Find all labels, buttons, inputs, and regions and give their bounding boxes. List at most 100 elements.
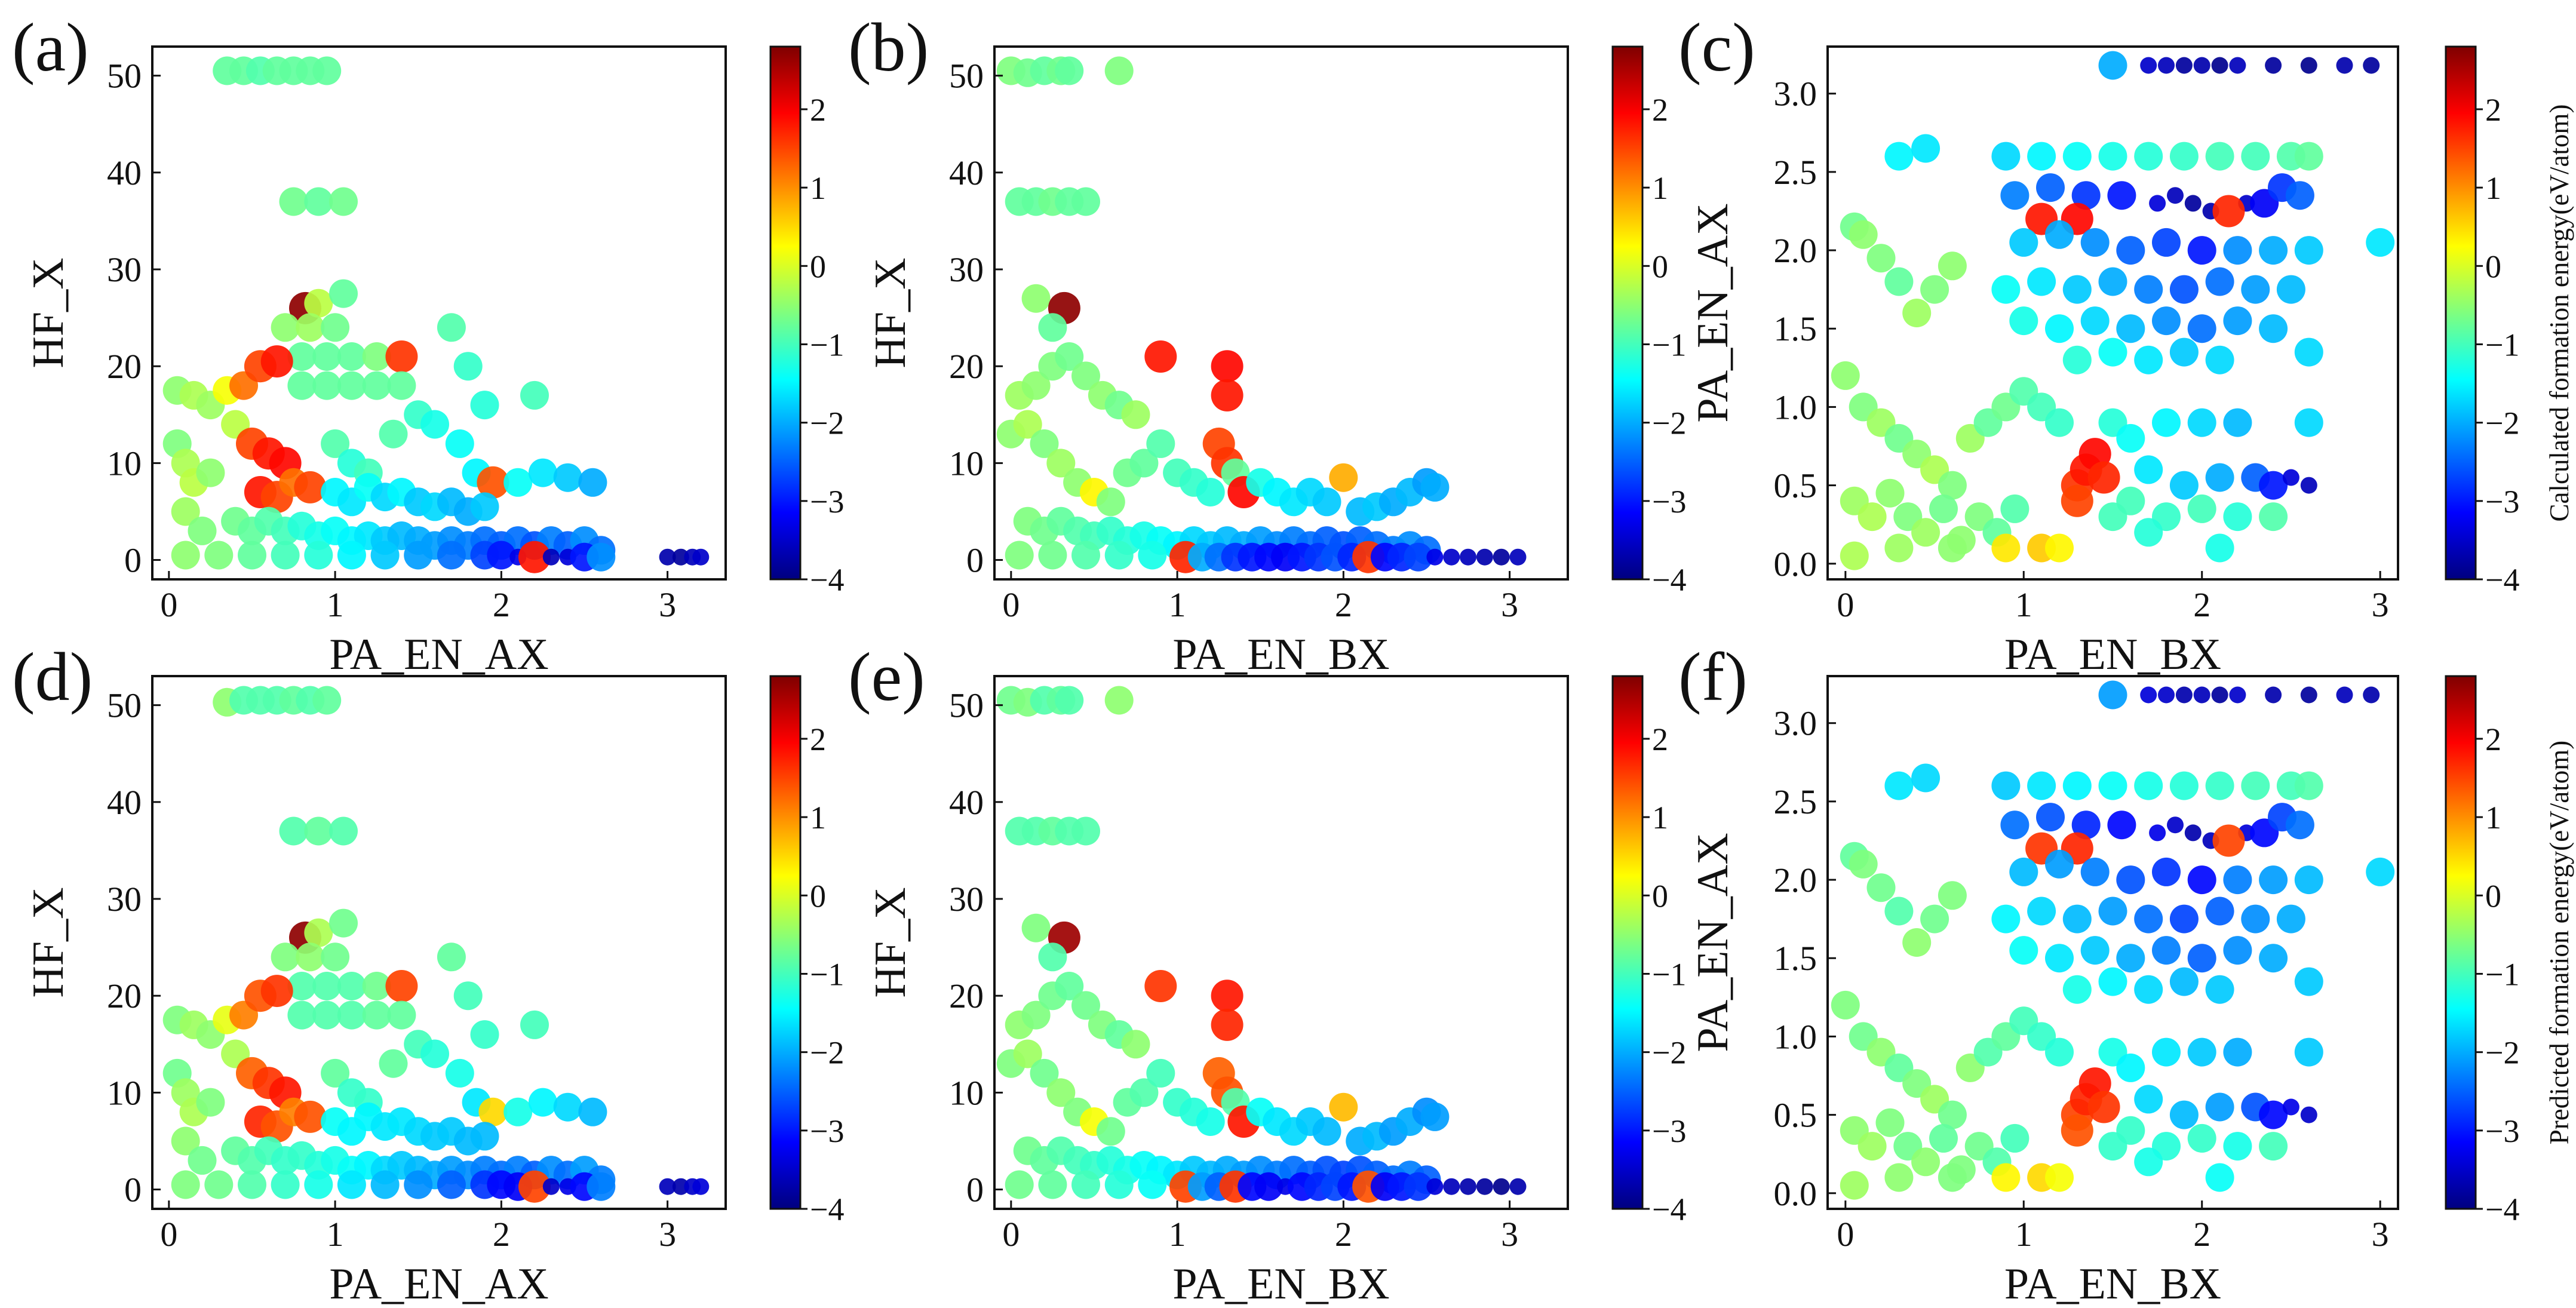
data-point (1831, 990, 1860, 1020)
data-point (453, 352, 483, 381)
data-point (2229, 686, 2246, 704)
x-tick-label: 3 (659, 585, 676, 624)
data-point (1254, 1172, 1284, 1201)
x-tick-label: 3 (2372, 1215, 2389, 1254)
colorbar-tick-label: 0 (2485, 878, 2501, 914)
y-tick-label: 30 (949, 250, 984, 289)
data-point (296, 942, 325, 972)
y-tick-label: 1.0 (1774, 388, 1817, 426)
y-tick-label: 30 (107, 880, 142, 919)
x-axis-label: PA_EN_BX (1172, 1260, 1389, 1308)
plot-frame (993, 675, 1569, 1210)
data-point (362, 1000, 391, 1030)
colorbar-tick-label: 1 (810, 170, 826, 206)
data-point (287, 342, 317, 371)
data-point (2027, 142, 2056, 171)
data-point (2169, 275, 2199, 304)
data-point (2259, 236, 2288, 265)
y-axis-label: PA_EN_AX (1688, 203, 1737, 422)
data-point (2045, 408, 2074, 437)
data-point (2134, 1085, 2163, 1114)
data-point (1902, 299, 1932, 327)
data-point (1404, 1172, 1433, 1201)
data-point (2259, 502, 2288, 532)
data-point (329, 187, 358, 216)
data-point (2080, 857, 2110, 886)
panel-label: (f) (1678, 639, 1748, 716)
colorbar (769, 45, 802, 581)
data-point (477, 466, 509, 499)
data-point (470, 492, 499, 521)
data-point (470, 391, 499, 420)
scatter-points (162, 56, 710, 573)
data-point (445, 1058, 474, 1088)
data-point (1991, 275, 2021, 304)
colorbar-tick-label: −3 (1652, 484, 1686, 520)
y-tick-label: 40 (949, 153, 984, 192)
data-point (2116, 423, 2145, 453)
y-axis-label: HF_X (24, 887, 73, 997)
data-point (385, 970, 418, 1002)
data-point (1460, 548, 1476, 566)
data-point (2134, 975, 2163, 1004)
data-point (238, 541, 266, 570)
data-point (1055, 686, 1084, 715)
data-point (329, 908, 358, 938)
scatter-points (1831, 51, 2395, 570)
y-tick-label: 30 (949, 880, 984, 919)
data-point (1021, 913, 1051, 942)
data-point (321, 313, 350, 342)
panel-label: (d) (12, 639, 93, 716)
y-tick-label: 30 (107, 250, 142, 289)
data-point (2098, 1132, 2127, 1161)
y-tick-label: 20 (949, 977, 984, 1015)
data-point (437, 1170, 466, 1199)
data-point (1476, 1178, 1493, 1195)
x-axis-label: PA_EN_AX (329, 1260, 548, 1308)
colorbar-tick-label: 1 (2485, 170, 2501, 206)
data-point (2134, 518, 2163, 547)
data-point (2366, 857, 2395, 886)
colorbar-tick-label: 1 (1652, 170, 1668, 206)
data-point (2241, 771, 2270, 800)
data-point (2098, 337, 2127, 367)
data-point (2167, 187, 2184, 204)
data-point (1857, 1132, 1887, 1161)
colorbar-tick-label: −1 (1652, 327, 1686, 363)
x-tick-label: 2 (1335, 1215, 1352, 1254)
data-point (2223, 236, 2252, 265)
x-tick-label: 3 (1501, 1215, 1518, 1254)
data-point (478, 1097, 508, 1126)
data-point (2294, 408, 2323, 437)
data-point (1420, 472, 1450, 502)
data-point (271, 541, 300, 570)
data-point (1104, 56, 1134, 85)
y-tick-label: 2.5 (1774, 153, 1817, 192)
data-point (1030, 1058, 1059, 1088)
data-point (2149, 195, 2166, 212)
y-tick-label: 50 (107, 686, 142, 725)
data-point (337, 541, 366, 570)
data-point (2152, 306, 2181, 336)
y-tick-label: 1.0 (1774, 1017, 1817, 1056)
data-point (1849, 220, 1878, 249)
data-point (2187, 1123, 2216, 1153)
data-point (2184, 195, 2202, 212)
y-axis-label: PA_EN_AX (1688, 833, 1737, 1052)
data-point (2300, 477, 2317, 494)
data-point (2140, 57, 2157, 74)
data-point (1831, 361, 1860, 390)
data-point (2009, 857, 2038, 886)
data-point (587, 542, 616, 572)
data-point (453, 981, 483, 1011)
data-point (2363, 57, 2380, 74)
data-point (188, 1146, 217, 1175)
data-point (518, 541, 551, 573)
data-point (362, 342, 391, 371)
data-point (2116, 236, 2145, 265)
data-point (287, 1000, 317, 1030)
data-point (2062, 771, 2092, 800)
data-point (2187, 1037, 2216, 1067)
data-point (2087, 461, 2120, 494)
data-point (304, 541, 333, 570)
